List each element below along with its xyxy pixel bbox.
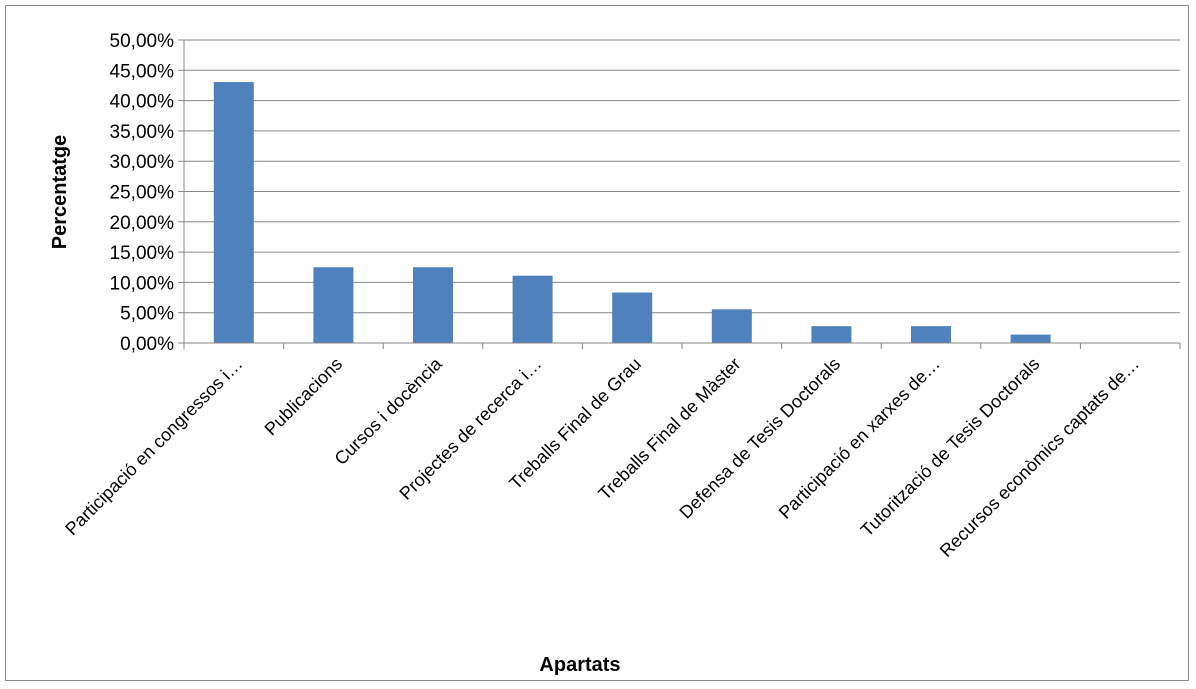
y-axis-title: Percentatge [49, 135, 71, 250]
x-tick-label: Participació en xarxes de… [775, 354, 944, 523]
bar [512, 275, 553, 343]
x-tick-label: Publicacions [261, 354, 347, 440]
y-tick-labels: 0,00% 5,00% 10,00% 15,00% 20,00% 25,00% 30,00%… [110, 31, 175, 355]
y-tick-label: 20,00% [110, 213, 175, 234]
y-tick-label: 15,00% [110, 243, 175, 264]
bar [911, 326, 951, 343]
x-tick-label: Recursos econòmics captats de… [936, 354, 1143, 561]
y-tick-label: 50,00% [110, 31, 175, 52]
bar [1010, 334, 1051, 343]
bar [612, 292, 653, 343]
x-tick-labels: Participació en congressos i… Publicacion… [61, 353, 1143, 561]
bar [413, 267, 453, 343]
bars [213, 82, 1051, 343]
y-tick-label: 35,00% [110, 122, 175, 143]
x-tick-label: Tutorització de Tesis Doctorals [857, 354, 1044, 541]
x-tick-label: Cursos i docència [331, 353, 447, 469]
x-tick-label: Participació en congressos i… [61, 354, 246, 539]
bar [313, 267, 354, 343]
y-tick-label: 40,00% [110, 92, 175, 113]
y-tick-label: 45,00% [110, 61, 175, 82]
y-tick-label: 0,00% [120, 334, 174, 355]
bar [811, 326, 852, 343]
y-tick-label: 10,00% [110, 273, 175, 294]
x-tick-label: Defensa de Tesis Doctorals [675, 354, 844, 523]
y-tick-label: 5,00% [120, 304, 174, 325]
y-tick-label: 30,00% [110, 152, 175, 173]
bar [711, 309, 752, 343]
x-axis-title: Apartats [539, 654, 620, 676]
y-tick-label: 25,00% [110, 183, 175, 204]
bar [213, 82, 254, 343]
axes [178, 39, 1181, 349]
